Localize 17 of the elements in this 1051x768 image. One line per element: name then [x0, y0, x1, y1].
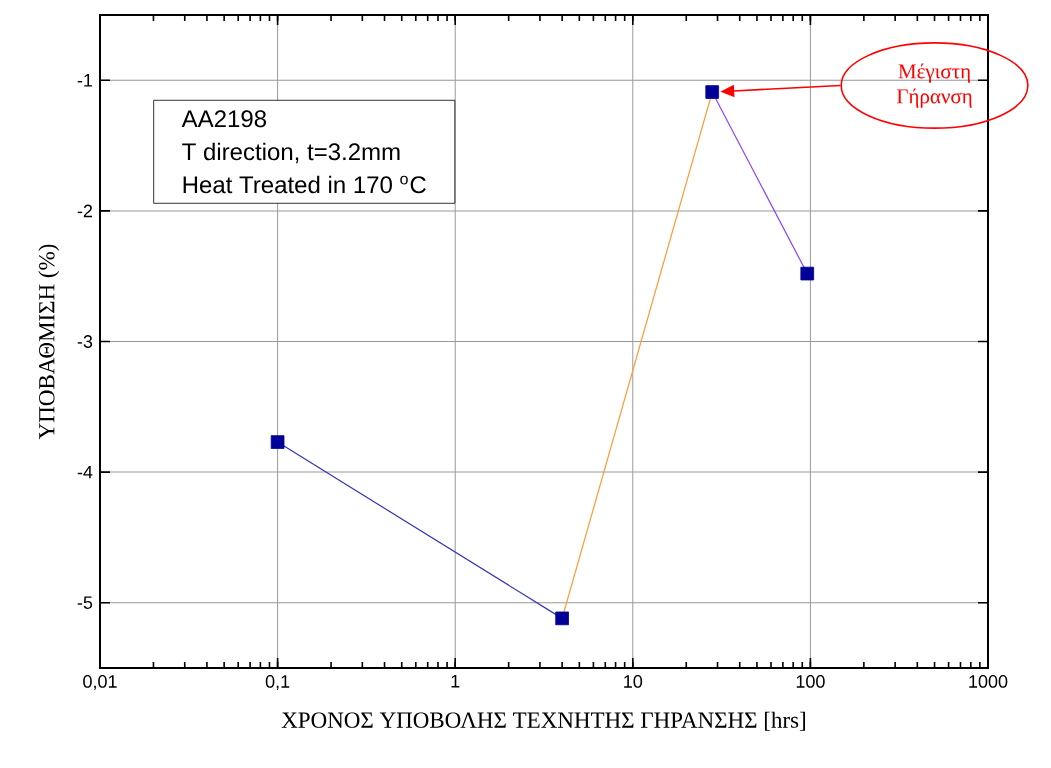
annotation: Μέγιστη Γήρανση — [896, 63, 972, 108]
x-tick-label: 0,1 — [265, 675, 290, 690]
x-tick-label: 0,01 — [83, 675, 117, 690]
y-tick-label: -2 — [77, 204, 93, 218]
x-tick-label: 100 — [796, 675, 825, 688]
annotation: AA2198 — [181, 110, 267, 128]
x-tick-label: 1 — [451, 675, 460, 688]
y-tick-label: -5 — [77, 596, 93, 609]
annotation: Heat Treated in 170 $^{o}$C — [183, 175, 426, 194]
x-tick-label: 10 — [624, 675, 643, 688]
y-tick-label: -4 — [77, 465, 93, 479]
y-axis-title: ΥΠΟΒΑΘΜΙΣΗ (%) — [38, 244, 60, 440]
y-tick-label: -3 — [77, 335, 93, 348]
y-tick-label: -1 — [77, 74, 93, 87]
x-tick-label: 1000 — [969, 675, 1008, 688]
x-axis-title: ΧΡΟΝΟΣ ΥΠΟΒΟΛΗΣ ΤΕΧΝΗΤΗΣ ΓΗΡΑΝΣΗΣ [hrs] — [281, 711, 805, 731]
annotation: T direction, t=3.2mm — [182, 142, 400, 164]
